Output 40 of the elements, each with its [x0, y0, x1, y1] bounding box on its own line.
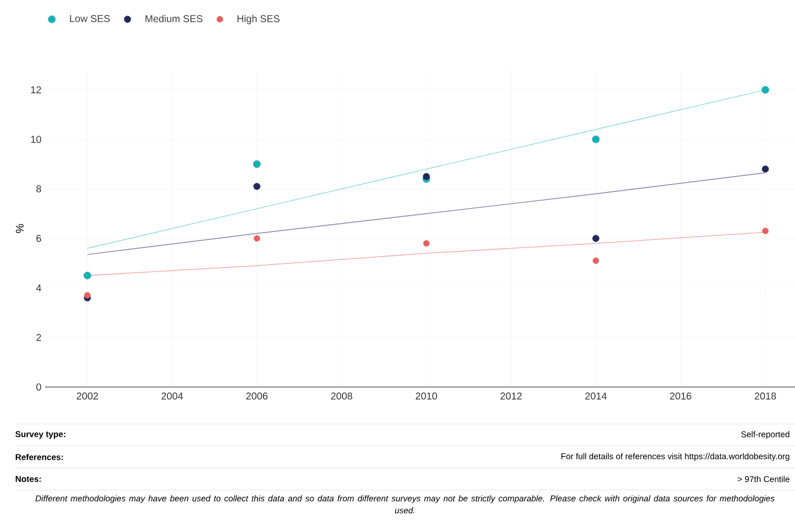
- point: [762, 86, 770, 94]
- legend-label: Low SES: [70, 15, 110, 22]
- y-tick-label: 12: [31, 86, 41, 94]
- x-tick-label: 2012: [500, 392, 522, 400]
- x-tick-label: 2016: [670, 392, 692, 400]
- text: > 97th Centile: [738, 476, 790, 482]
- point: [592, 234, 600, 242]
- point: [253, 160, 261, 168]
- point: [762, 166, 769, 173]
- y-tick-label: 2: [36, 334, 41, 341]
- legend-label: High SES: [238, 14, 280, 24]
- point: [253, 182, 260, 190]
- text: Survey type:: [15, 431, 66, 439]
- text: References:: [16, 454, 63, 460]
- text: For full details of references visit https://data.worldobesity.org: [561, 453, 790, 461]
- point: [592, 258, 600, 264]
- y-tick-label: 8: [36, 185, 42, 192]
- text: Different methodologies may have been used to collect this data and so data from different surveys may not be strictly comparable. Please check with original data sources for methodologies used.: [36, 495, 774, 514]
- text: Self-reported: [741, 431, 790, 439]
- x-tick-label: 2014: [585, 392, 607, 400]
- point: [254, 235, 260, 242]
- point: [762, 228, 769, 234]
- text: Notes:: [16, 476, 41, 482]
- y-tick-label: 0: [36, 383, 42, 391]
- y-tick-label: 10: [31, 136, 42, 143]
- y-tick-label: 4: [36, 284, 42, 292]
- point: [84, 272, 92, 280]
- x-tick-label: 2018: [754, 392, 776, 400]
- legend-label: Medium SES: [146, 14, 202, 22]
- x-tick-label: 2006: [246, 392, 268, 400]
- y-tick-label: 6: [36, 234, 42, 242]
- point: [423, 240, 430, 247]
- point: [84, 292, 91, 299]
- x-tick-label: 2002: [76, 392, 98, 400]
- x-tick-label: 2008: [331, 392, 352, 400]
- y-axis-title: %: [16, 224, 24, 233]
- point: [592, 136, 600, 144]
- x-tick-label: 2010: [416, 392, 438, 400]
- point: [422, 173, 430, 180]
- x-tick-label: 2004: [162, 392, 183, 400]
